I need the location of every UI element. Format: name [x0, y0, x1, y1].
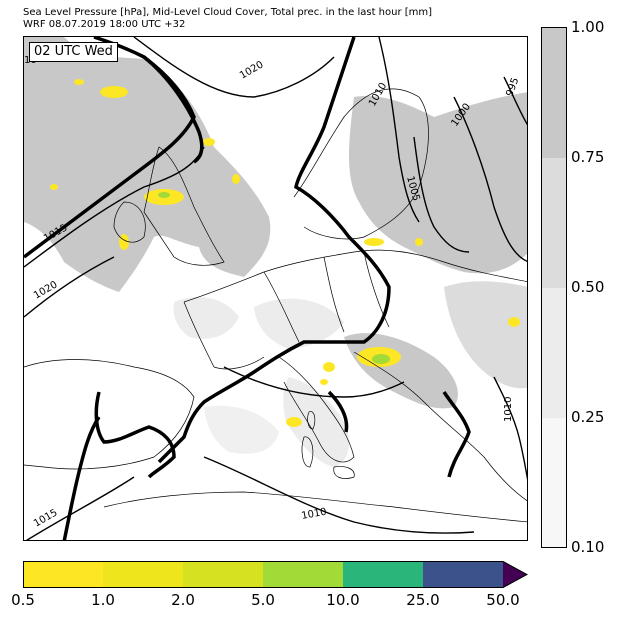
- isobar-bold-balkans: [442, 391, 471, 478]
- precip-tick-label: 50.0: [486, 591, 520, 609]
- isobar-1015-west: [24, 146, 205, 268]
- isobar-1005: [413, 136, 470, 253]
- isobar-label: 1010: [503, 397, 514, 422]
- forecast-time-label: 02 UTC Wed: [29, 42, 118, 62]
- cloud-tick-label: 1.00: [571, 18, 605, 36]
- isobar-label: 1015: [32, 507, 60, 529]
- precip-spot: [323, 362, 335, 372]
- cloud-segment-0.75-1.00: [542, 28, 566, 158]
- cloud-cover-colorbar: [541, 27, 567, 548]
- precip-spot: [232, 174, 240, 184]
- precip-spot: [74, 79, 84, 85]
- isobar-1010-south: [203, 456, 475, 534]
- precip-extend-arrow: [503, 561, 527, 588]
- cloud-area-mediterranean: [204, 405, 279, 454]
- border-france: [183, 301, 265, 370]
- coast-africa: [103, 491, 527, 523]
- cloud-area-france: [173, 297, 239, 339]
- cloud-segment-0.10-0.25: [542, 418, 566, 547]
- precip-spot: [320, 379, 328, 385]
- isobar-bold-west: [24, 37, 196, 259]
- cloud-area-alps: [254, 298, 344, 349]
- island-sicily: [333, 466, 355, 479]
- precip-spot: [415, 238, 423, 246]
- isobar-label: 1010: [301, 507, 328, 522]
- precip-spot: [119, 234, 129, 250]
- isobar-1010-north: [378, 37, 420, 223]
- precip-heavy-spot: [372, 354, 390, 364]
- cloud-segment-0.25-0.50: [542, 288, 566, 418]
- isobar-995: [503, 76, 527, 126]
- coastlines: [24, 88, 527, 523]
- precipitation-heavy: [158, 192, 390, 364]
- border-central: [263, 251, 390, 343]
- cloud-tick-label: 0.50: [571, 278, 605, 296]
- precip-tick-label: 1.0: [91, 591, 115, 609]
- precip-tick-label: 0.5: [11, 591, 35, 609]
- cloud-tick-label: 0.10: [571, 538, 605, 556]
- precipitation-colorbar: [23, 561, 528, 588]
- cloud-tick-label: 0.75: [571, 148, 605, 166]
- cloud-tick-label: 0.25: [571, 408, 605, 426]
- coast-britain: [143, 146, 225, 266]
- isobar-bold-corsica: [327, 390, 349, 433]
- island-sardinia: [301, 436, 314, 468]
- precip-heavy-spot: [158, 192, 170, 198]
- isobar-1000: [453, 96, 527, 262]
- coast-iberia: [24, 359, 195, 470]
- isobars-bold: [24, 37, 471, 540]
- island-corsica: [307, 411, 316, 430]
- cloud-area-scandinavia: [349, 92, 527, 274]
- isobar-bold-sw: [62, 416, 101, 540]
- coast-continent: [183, 249, 527, 303]
- precip-segment-1.0-2.0: [103, 561, 183, 588]
- coast-ireland: [113, 201, 146, 243]
- precip-spot: [286, 417, 302, 427]
- precip-tick-label: 10.0: [326, 591, 360, 609]
- isobar-1010-east: [493, 376, 527, 481]
- precip-segment-25.0-50.0: [423, 561, 503, 588]
- precip-segment-2.0-5.0: [183, 561, 263, 588]
- cloud-area-balkans: [344, 333, 458, 409]
- isobar-1020-west: [24, 256, 115, 318]
- cloud-area-italy: [283, 377, 350, 467]
- isobar-label: 1020: [32, 279, 60, 301]
- isobar-label: 1020: [238, 59, 266, 81]
- precip-spot: [50, 184, 58, 190]
- precip-segment-10.0-25.0: [343, 561, 423, 588]
- coast-balkans: [353, 351, 527, 502]
- coast-scandinavia: [293, 88, 429, 240]
- cloud-area-east: [444, 281, 527, 389]
- precip-spot: [203, 138, 215, 146]
- cloud-segment-0.50-0.75: [542, 158, 566, 288]
- precip-segment-0.5-1.0: [23, 561, 103, 588]
- isobar-bold-atlantic: [142, 55, 204, 164]
- isobar-1020-north: [133, 37, 335, 98]
- map-canvas: 1020 1015 1020 1010 1005 1000 995 1010 1…: [24, 37, 527, 540]
- precip-spot: [508, 317, 520, 327]
- precip-colorbar-outline: [23, 561, 528, 588]
- precip-segment-5.0-10.0: [263, 561, 343, 588]
- precip-tick-label: 5.0: [251, 591, 275, 609]
- precip-tick-label: 25.0: [406, 591, 440, 609]
- precip-spot: [364, 238, 384, 246]
- precip-spot: [100, 86, 128, 98]
- model-run-subtitle: WRF 08.07.2019 18:00 UTC +32: [23, 19, 186, 30]
- precip-tick-label: 2.0: [171, 591, 195, 609]
- weather-map: 1020 1015 1020 1010 1005 1000 995 1010 1…: [23, 36, 528, 541]
- isobar-1015-south: [25, 476, 135, 540]
- isobar-bold-central: [157, 37, 391, 464]
- isobar-bold-iberia: [94, 391, 176, 479]
- chart-title: Sea Level Pressure [hPa], Mid-Level Clou…: [23, 7, 433, 18]
